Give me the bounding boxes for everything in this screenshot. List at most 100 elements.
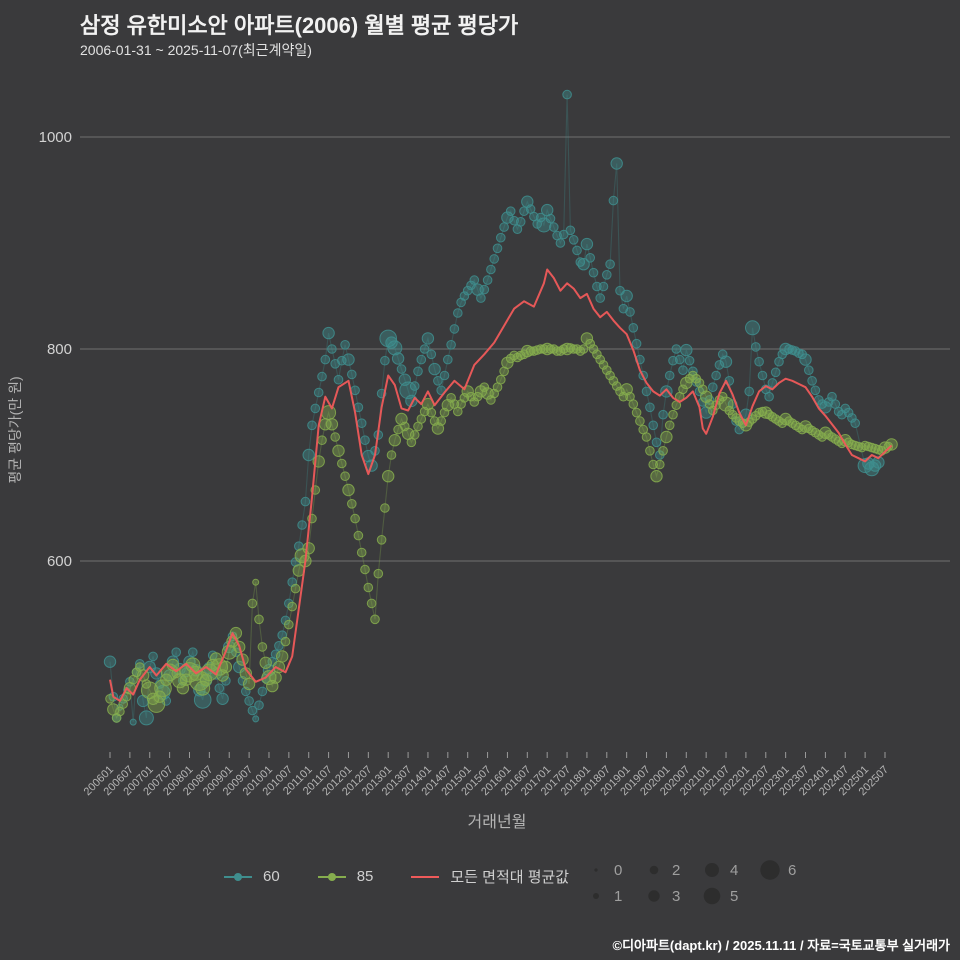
bubble-60 <box>188 647 198 658</box>
bubble-85 <box>386 450 397 460</box>
bubble-60 <box>674 354 685 365</box>
chart-title: 삼정 유한미소안 아파트(2006) 월별 평균 평당가 <box>80 13 519 38</box>
bubble-85 <box>332 444 345 457</box>
series-85 <box>105 332 898 723</box>
bubble-60 <box>714 360 725 370</box>
bubble-85 <box>363 582 374 593</box>
bubble-85 <box>317 435 327 446</box>
bubble-85 <box>366 598 377 609</box>
bubble-60 <box>651 437 662 448</box>
bubble-60 <box>577 258 590 271</box>
bubble-60 <box>398 373 411 386</box>
bubble-85 <box>660 430 673 444</box>
bubble-85 <box>269 671 282 684</box>
size-dot-icon <box>705 863 719 877</box>
bubble-60 <box>671 344 682 354</box>
bubble-60 <box>317 371 327 382</box>
bubble-60 <box>711 370 721 381</box>
bubble-85 <box>242 677 256 691</box>
bubble-85 <box>340 471 350 482</box>
bubble-60 <box>843 407 854 418</box>
bubble-85 <box>664 420 675 431</box>
chart-subtitle: 2006-01-31 ~ 2025-11-07(최근계약일) <box>80 42 312 58</box>
bubble-60 <box>193 691 212 709</box>
y-tick-label: 1000 <box>39 129 72 146</box>
legend-marker-60-icon <box>224 872 252 881</box>
y-tick-label: 800 <box>47 341 72 358</box>
bubble-60 <box>620 289 633 303</box>
bubble-85 <box>648 459 659 470</box>
size-legend-row-1: 0 2 4 6 <box>584 858 816 882</box>
bubble-85 <box>325 418 339 431</box>
size-legend-label: 0 <box>614 861 623 879</box>
bubble-85 <box>598 360 609 370</box>
size-dot-icon <box>703 887 721 905</box>
bubble-85 <box>595 354 606 365</box>
bubble-60 <box>148 651 158 662</box>
bubble-60 <box>804 365 814 376</box>
bubble-85 <box>436 416 447 426</box>
bubble-60 <box>631 338 642 349</box>
bubble-60 <box>413 366 423 377</box>
bubble-85 <box>380 503 390 513</box>
bubble-60 <box>302 448 315 462</box>
bubble-60 <box>545 213 556 224</box>
bubble-85 <box>254 614 264 625</box>
bubble-85 <box>615 386 625 397</box>
bubble-60 <box>380 355 390 366</box>
bubble-60 <box>645 402 655 413</box>
bubble-60 <box>479 284 490 295</box>
bubble-60 <box>751 342 761 352</box>
bubble-60 <box>453 308 463 318</box>
bubble-85 <box>337 458 347 469</box>
bubble-85 <box>608 376 619 386</box>
bubble-60 <box>138 710 154 726</box>
bubble-60 <box>428 362 441 376</box>
bubble-60 <box>572 245 582 256</box>
bubble-85 <box>678 384 688 395</box>
bubble-85 <box>350 513 360 524</box>
bubble-60 <box>129 718 137 726</box>
bubble-85 <box>206 658 219 672</box>
bubble-60 <box>562 89 572 100</box>
bubble-60 <box>320 354 331 365</box>
bubble-60 <box>492 243 503 254</box>
bubble-85 <box>360 564 370 575</box>
legend-marker-average-icon <box>411 875 440 878</box>
legend-item-average[interactable]: 모든 면적대 평균값 <box>409 866 569 887</box>
bubble-60 <box>433 376 443 386</box>
bubble-60 <box>810 385 821 396</box>
bubble-60 <box>300 496 311 507</box>
bubble-60 <box>391 352 405 365</box>
bubble-85 <box>330 432 341 442</box>
bubble-85 <box>592 349 602 360</box>
bubble-60 <box>625 307 635 317</box>
size-legend-label: 3 <box>672 887 681 905</box>
legend-item-60[interactable]: 60 <box>222 868 280 885</box>
size-legend-item: 6 <box>758 858 816 882</box>
bubble-60 <box>515 217 526 227</box>
bubble-60 <box>446 340 456 350</box>
bubble-85 <box>376 535 387 545</box>
bubble-60 <box>580 237 594 251</box>
bubble-60 <box>549 222 559 232</box>
bubble-60 <box>585 252 596 263</box>
bubble-85 <box>259 656 272 669</box>
bubble-85 <box>680 376 693 390</box>
bubble-85 <box>147 695 166 713</box>
bubble-60 <box>708 382 718 393</box>
bubble-60 <box>499 222 509 232</box>
size-legend-item: 4 <box>700 858 758 882</box>
bubble-85 <box>370 614 380 625</box>
bubble-60 <box>558 229 569 240</box>
size-legend-label: 5 <box>730 887 739 905</box>
bubble-60 <box>469 275 480 285</box>
bubble-60 <box>297 520 307 530</box>
bubble-60 <box>322 326 335 340</box>
bubble-85 <box>409 430 420 440</box>
bubble-60 <box>605 259 615 270</box>
bubble-85 <box>347 499 357 509</box>
bubble-85 <box>287 601 298 612</box>
bubble-85 <box>252 578 260 586</box>
legend-item-85[interactable]: 85 <box>316 868 373 885</box>
